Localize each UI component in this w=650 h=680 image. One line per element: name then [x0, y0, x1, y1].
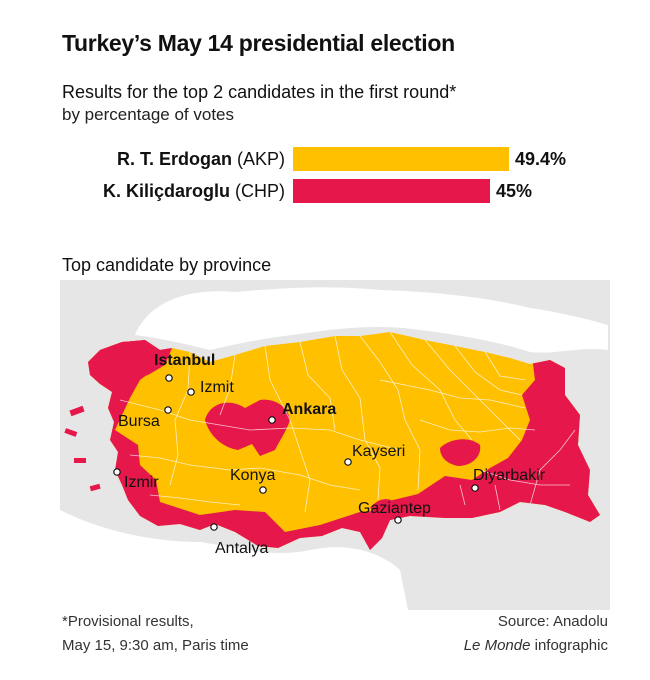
city-dot-bursa: [164, 406, 172, 414]
city-label-gaziantep: Gaziantep: [358, 500, 431, 517]
source-line: Source: Anadolu: [497, 613, 608, 630]
city-label-kayseri: Kayseri: [352, 443, 405, 460]
footnote-line-1: *Provisional results,: [62, 613, 194, 630]
candidate-party: (AKP): [236, 149, 285, 169]
candidate-name: K. Kiliçdaroglu: [102, 181, 230, 201]
province-map: Istanbul Izmit Bursa Ankara Izmir Konya …: [60, 280, 610, 610]
bar-kilicdaroglu: [293, 179, 490, 203]
bar-erdogan: [293, 147, 509, 171]
turkey-map: Istanbul Izmit Bursa Ankara Izmir Konya …: [60, 280, 610, 610]
city-label-ankara: Ankara: [282, 401, 336, 418]
candidate-party: (CHP): [235, 181, 285, 201]
region-chp-tunceli: [440, 439, 481, 466]
chart-subtitle: Results for the top 2 candidates in the …: [62, 82, 457, 102]
region-chp-ankara: [205, 399, 290, 456]
province-borders: [119, 332, 576, 513]
bar-value-kilicdaroglu: 45%: [496, 181, 533, 201]
greek-islands-and-thrace: [64, 340, 172, 492]
city-dot-konya: [259, 486, 267, 494]
bar-row-kilicdaroglu: K. Kiliçdaroglu (CHP) 45%: [0, 178, 650, 204]
candidate-name: R. T. Erdogan: [116, 149, 232, 169]
city-label-izmit: Izmit: [200, 379, 234, 396]
city-dot-gaziantep: [394, 516, 402, 524]
city-dot-kayseri: [344, 458, 352, 466]
bar-value-erdogan: 49.4%: [515, 149, 567, 169]
footnote-line-2: May 15, 9:30 am, Paris time: [62, 637, 249, 654]
footnote: *Provisional results, May 15, 9:30 am, P…: [62, 610, 249, 658]
black-sea: [135, 287, 608, 353]
city-dot-istanbul: [165, 374, 173, 382]
city-labels: Istanbul Izmit Bursa Ankara Izmir Konya …: [118, 352, 546, 557]
region-chp-southeast-pocket: [370, 499, 397, 516]
bar-row-erdogan: R. T. Erdogan (AKP) 49.4%: [0, 146, 650, 172]
city-dot-izmir: [113, 468, 121, 476]
city-dot-ankara: [268, 416, 276, 424]
city-label-konya: Konya: [230, 467, 275, 484]
city-dot-izmit: [187, 388, 195, 396]
chart-subtitle-unit: by percentage of votes: [62, 105, 235, 124]
bar-label-kilicdaroglu: K. Kiliçdaroglu (CHP): [103, 181, 285, 202]
city-label-antalya: Antalya: [215, 540, 268, 557]
city-dot-diyarbakir: [471, 484, 479, 492]
city-markers: [113, 374, 479, 531]
city-dot-antalya: [210, 523, 218, 531]
source-credit: Source: Anadolu Le Monde infographic: [464, 610, 608, 658]
city-label-bursa: Bursa: [118, 413, 160, 430]
chart-title: Turkey’s May 14 presidential election: [62, 30, 455, 56]
credit-line: Le Monde infographic: [464, 634, 608, 658]
bar-label-erdogan: R. T. Erdogan (AKP): [117, 149, 285, 170]
city-label-istanbul: Istanbul: [154, 352, 215, 369]
credit-publication: Le Monde: [463, 637, 531, 654]
city-label-diyarbakir: Diyarbakir: [473, 467, 546, 484]
city-label-izmir: Izmir: [124, 474, 159, 491]
credit-suffix: infographic: [530, 637, 608, 654]
mediterranean-sea: [60, 510, 408, 610]
map-title: Top candidate by province: [62, 255, 272, 275]
